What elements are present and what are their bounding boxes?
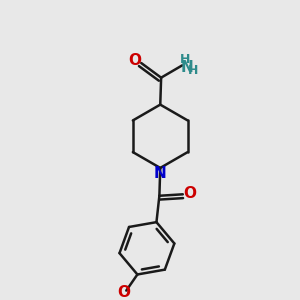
Text: O: O xyxy=(128,53,141,68)
Text: O: O xyxy=(118,285,131,300)
Text: N: N xyxy=(181,60,193,75)
Text: O: O xyxy=(183,186,196,201)
Text: H: H xyxy=(180,53,190,66)
Text: N: N xyxy=(154,166,167,181)
Text: H: H xyxy=(188,64,199,76)
